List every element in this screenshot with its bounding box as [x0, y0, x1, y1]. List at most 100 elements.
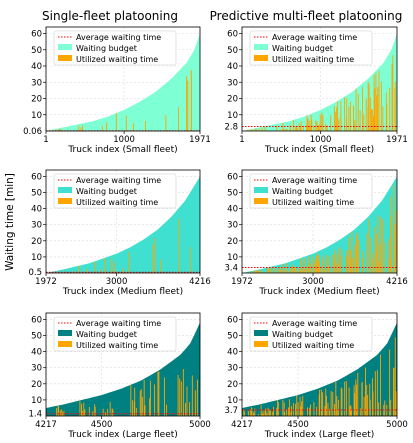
x-tick-label: 5000 — [386, 420, 408, 430]
x-tick-label: 1000 — [113, 135, 135, 145]
y-tick-label: 30 — [31, 78, 42, 88]
legend-entry: Utilized waiting time — [76, 55, 158, 64]
y-tick-label: 60 — [227, 315, 238, 325]
x-tick-label: 1972 — [35, 277, 57, 287]
legend: Average waiting time Waiting budget Utiliz… — [53, 173, 177, 209]
x-axis-label: Truck index (Small fleet) — [67, 145, 177, 155]
shared-y-axis-label: Waiting time [min] — [4, 173, 16, 271]
y-tick-label: 10 — [227, 253, 238, 263]
panel-0: 10 20 30 40 50 60 0.061 1000 1971 Truck index (Sm… — [23, 26, 211, 155]
y-tick-label: 10 — [227, 111, 238, 121]
y-tick-label: 30 — [31, 364, 42, 374]
legend-entry: Waiting budget — [76, 187, 137, 196]
legend-box — [53, 173, 177, 209]
average-value-label: 0.5 — [28, 268, 42, 278]
y-tick-label: 50 — [31, 189, 42, 199]
axes-frame — [45, 169, 201, 274]
x-tick-label: 1000 — [310, 135, 332, 145]
x-axis-label: Truck index (Small fleet) — [264, 145, 374, 155]
y-tick-label: 30 — [227, 221, 238, 231]
panel-5: 10 20 30 40 50 60 3.7 4217 4500 5000 Truck index (… — [224, 312, 408, 440]
axes-frame — [241, 312, 398, 417]
x-axis-label: Truck index (Medium fleet) — [62, 287, 183, 297]
x-tick-label: 4216 — [189, 277, 211, 287]
x-tick-label: 1971 — [189, 135, 211, 145]
legend-entry: Waiting budget — [272, 187, 333, 196]
y-tick-label: 40 — [227, 348, 238, 358]
x-tick-label: 1972 — [231, 277, 253, 287]
panel-1: 10 20 30 40 50 60 2.81 1000 1971 Truck index (Sma… — [224, 26, 408, 155]
legend-swatch-budget — [58, 330, 72, 336]
x-tick-label: 4500 — [287, 420, 309, 430]
legend-entry: Average waiting time — [272, 319, 357, 328]
axes-frame — [45, 26, 201, 132]
y-tick-label: 10 — [31, 253, 42, 263]
waiting-budget-area — [242, 176, 397, 273]
y-tick-label: 20 — [31, 95, 42, 105]
legend-box — [249, 30, 373, 66]
axes-frame — [241, 169, 398, 274]
y-tick-label: 10 — [31, 111, 42, 121]
legend-entry: Average waiting time — [76, 319, 161, 328]
waiting-budget-area — [242, 322, 397, 416]
y-tick-label: 50 — [31, 46, 42, 56]
legend-entry: Average waiting time — [76, 176, 161, 185]
y-tick-label: 30 — [227, 364, 238, 374]
y-tick-label: 60 — [227, 172, 238, 182]
y-tick-label: 10 — [31, 396, 42, 406]
column-title-multi-fleet: Predictive multi-fleet platooning — [210, 9, 403, 23]
legend: Average waiting time Waiting budget Utiliz… — [53, 316, 177, 352]
legend-box — [249, 316, 373, 352]
y-tick-label: 40 — [31, 205, 42, 215]
y-tick-label: 60 — [227, 30, 238, 40]
y-tick-label: 50 — [227, 189, 238, 199]
y-tick-label: 40 — [31, 62, 42, 72]
x-tick-label: 4500 — [91, 420, 113, 430]
legend-swatch-utilized — [58, 55, 72, 61]
legend: Average waiting time Waiting budget Utiliz… — [249, 316, 373, 352]
waiting-budget-area — [46, 176, 200, 273]
x-axis-label: Truck index (Medium fleet) — [258, 287, 379, 297]
legend-entry: Utilized waiting time — [76, 341, 158, 350]
legend-swatch-utilized — [254, 55, 268, 61]
y-tick-label: 40 — [227, 205, 238, 215]
average-value-label: 2.8 — [224, 122, 238, 132]
legend-swatch-utilized — [58, 341, 72, 347]
legend-entry: Waiting budget — [272, 330, 333, 339]
legend: Average waiting time Waiting budget Utiliz… — [53, 30, 177, 66]
legend-entry: Waiting budget — [272, 44, 333, 53]
x-tick-label: 3000 — [302, 277, 324, 287]
x-tick-label: 3000 — [106, 277, 128, 287]
legend-entry: Waiting budget — [76, 44, 137, 53]
legend-entry: Average waiting time — [272, 33, 357, 42]
y-tick-label: 60 — [31, 315, 42, 325]
y-tick-label: 30 — [31, 221, 42, 231]
average-value-label: 0.06 — [23, 127, 42, 137]
panel-3: 10 20 30 40 50 60 3.4 1972 3000 4216 Truck index (… — [224, 169, 408, 297]
legend-swatch-utilized — [254, 198, 268, 204]
x-axis-label: Truck index (Large fleet) — [264, 430, 375, 440]
legend: Average waiting time Waiting budget Utiliz… — [249, 173, 373, 209]
y-tick-label: 40 — [31, 348, 42, 358]
x-tick-label: 1 — [43, 135, 48, 145]
average-value-label: 1.4 — [28, 410, 42, 420]
x-tick-label: 5000 — [189, 420, 211, 430]
y-tick-label: 20 — [227, 237, 238, 247]
legend-entry: Waiting budget — [76, 330, 137, 339]
legend-swatch-budget — [58, 187, 72, 193]
legend: Average waiting time Waiting budget Utiliz… — [249, 30, 373, 66]
axes-frame — [241, 26, 398, 132]
y-tick-label: 40 — [227, 62, 238, 72]
axes-frame — [45, 312, 201, 417]
x-tick-label: 1971 — [386, 135, 408, 145]
legend-entry: Average waiting time — [272, 176, 357, 185]
waiting-budget-area — [46, 33, 200, 131]
legend-box — [53, 316, 177, 352]
legend-swatch-utilized — [254, 341, 268, 347]
y-tick-label: 20 — [227, 380, 238, 390]
x-tick-label: 4216 — [386, 277, 408, 287]
